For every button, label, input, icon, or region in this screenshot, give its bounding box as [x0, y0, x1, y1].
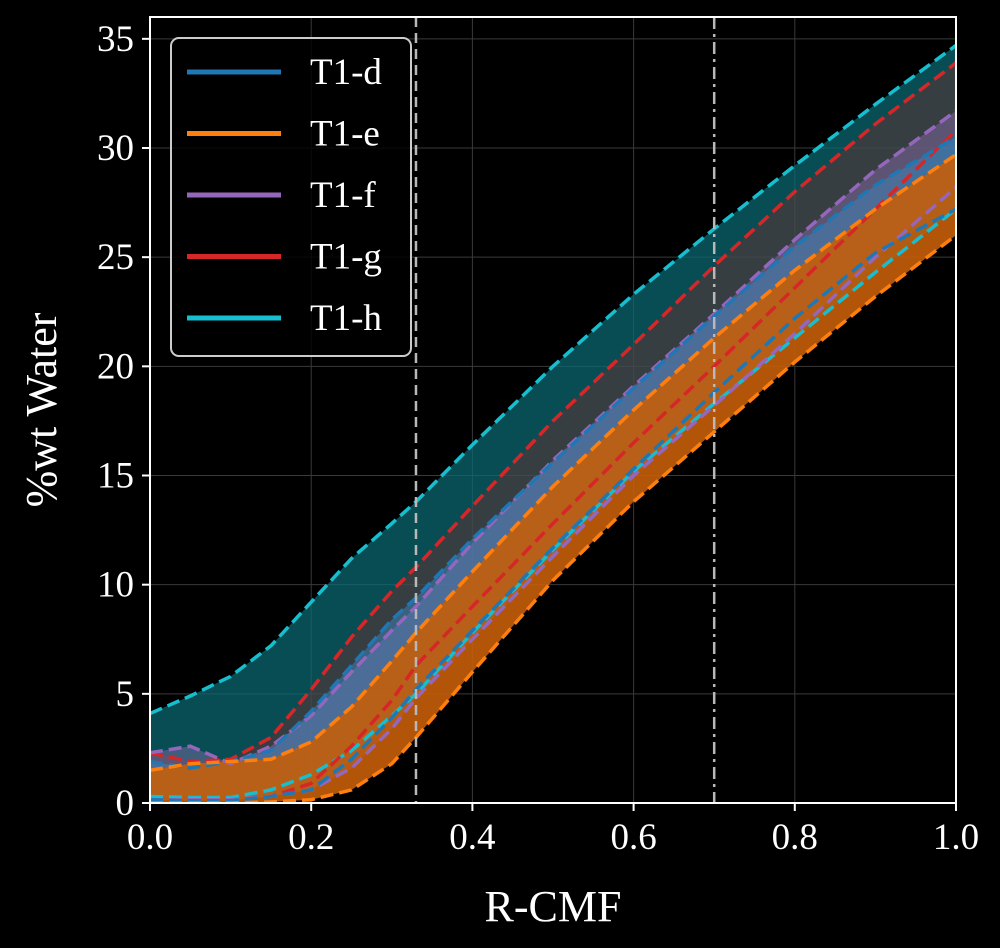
lower-line-t1-g [150, 129, 956, 803]
legend-label-t1-e: T1-e [310, 114, 380, 155]
y-tick-label: 25 [97, 237, 134, 278]
axis-ticks: 0.0 0.2 0.4 0.6 0.8 1.0 0 5 10 15 20 25 30 35 [97, 19, 979, 858]
x-tick-label: 0.6 [610, 817, 656, 858]
y-axis-title: %wt Water [17, 312, 66, 507]
legend-label-t1-d: T1-d [310, 52, 382, 93]
y-tick-label: 20 [97, 346, 134, 387]
band-t1-g [150, 62, 956, 801]
plot-frame [149, 16, 957, 804]
y-tick-label: 35 [97, 19, 134, 60]
legend-label-t1-g: T1-g [310, 237, 382, 278]
y-tick-label: 30 [97, 128, 134, 169]
y-tick-label: 0 [116, 783, 135, 824]
x-tick-label: 0.2 [288, 817, 334, 858]
x-axis-title: R-CMF [485, 882, 622, 931]
upper-line-t1-e [150, 153, 956, 773]
y-tick-label: 15 [97, 456, 134, 497]
band-t1-e [150, 154, 956, 803]
reference-lines [414, 17, 716, 803]
x-tick-label: 1.0 [933, 817, 979, 858]
x-tick-label: 0.4 [449, 817, 495, 858]
x-tick-label: 0.8 [772, 817, 818, 858]
legend-box [170, 37, 412, 357]
x-tick-label: 0.0 [127, 817, 173, 858]
y-tick-label: 10 [97, 565, 134, 606]
y-tick-label: 5 [116, 674, 135, 715]
legend-label-t1-f: T1-f [310, 175, 376, 216]
legend-label-t1-h: T1-h [310, 298, 382, 339]
legend: T1-d T1-e T1-f T1-g T1-h [170, 37, 412, 357]
